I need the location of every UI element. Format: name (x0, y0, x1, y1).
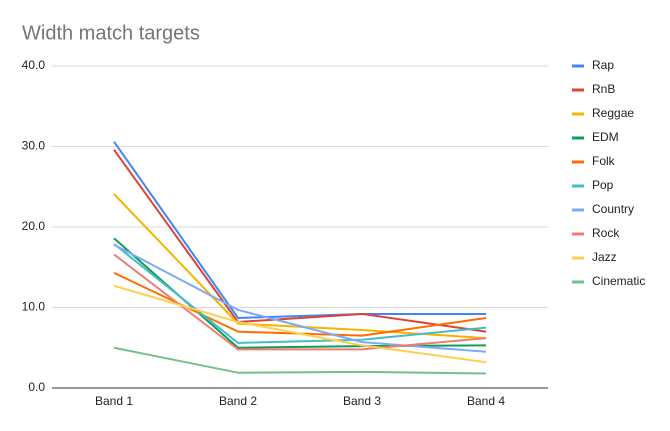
x-tick-label: Band 4 (467, 394, 505, 408)
legend-label: Reggae (592, 106, 634, 120)
y-tick-label: 10.0 (22, 300, 46, 314)
legend-label: RnB (592, 82, 615, 96)
y-tick-label: 30.0 (22, 139, 46, 153)
series-line (113, 253, 487, 351)
series-line (113, 346, 487, 375)
legend-label: Folk (592, 154, 616, 168)
legend-label: Country (592, 202, 634, 216)
chart-title: Width match targets (22, 22, 200, 44)
legend-label: EDM (592, 130, 619, 144)
series-line (113, 141, 486, 319)
x-tick-label: Band 2 (219, 394, 257, 408)
legend-label: Cinematic (592, 274, 645, 288)
legend-label: Rap (592, 58, 614, 72)
y-tick-label: 0.0 (28, 380, 45, 394)
series-line (113, 243, 487, 353)
x-tick-label: Band 3 (343, 394, 381, 408)
legend-label: Pop (592, 178, 614, 192)
series-line (113, 149, 487, 333)
series-line (113, 284, 487, 364)
series-line (113, 243, 487, 344)
y-tick-label: 40.0 (22, 58, 46, 72)
x-tick-label: Band 1 (95, 394, 133, 408)
legend-label: Jazz (592, 250, 617, 264)
y-tick-label: 20.0 (22, 219, 46, 233)
legend-label: Rock (592, 226, 620, 240)
